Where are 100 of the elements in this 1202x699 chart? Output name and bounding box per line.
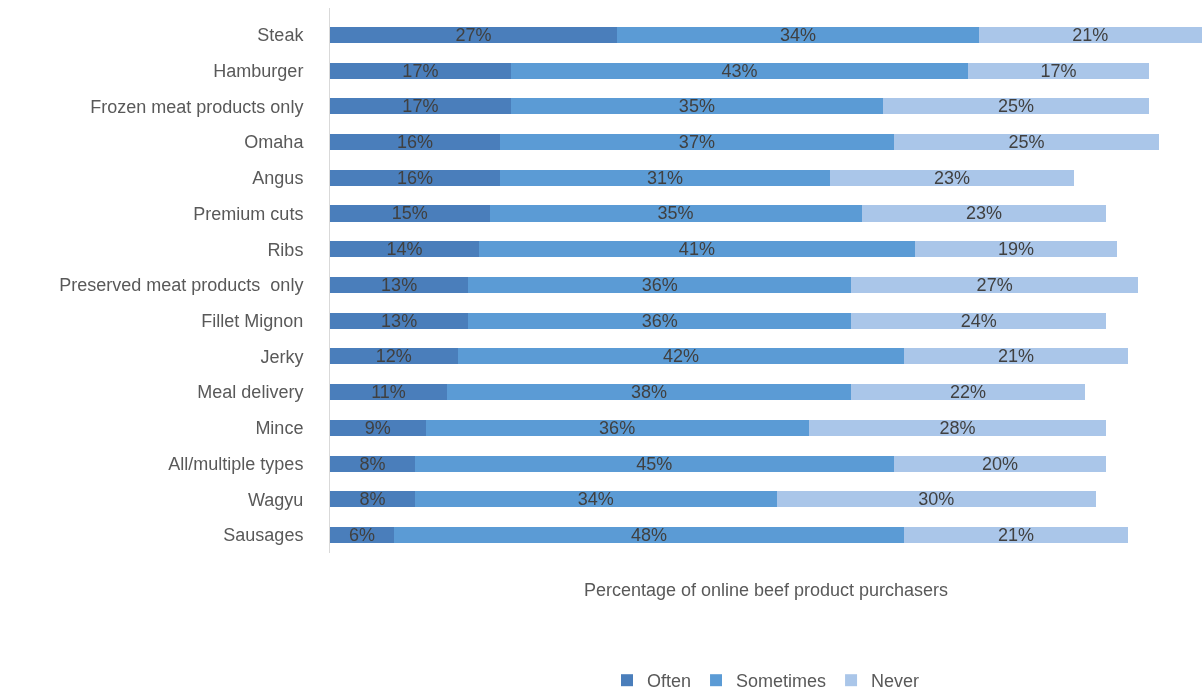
data-label: 48%	[631, 525, 668, 546]
bar	[425, 419, 809, 436]
bar	[415, 455, 894, 472]
data-label: 13%	[381, 310, 418, 331]
bar	[510, 62, 969, 79]
y-tick-label: Angus	[252, 168, 304, 189]
y-tick-label: Ribs	[267, 239, 304, 260]
bar	[851, 276, 1139, 294]
data-label: 36%	[641, 310, 678, 331]
bar	[489, 205, 862, 222]
bar	[893, 455, 1107, 472]
y-tick-label: Mince	[255, 418, 304, 439]
data-label: 17%	[1040, 60, 1077, 81]
bar	[829, 169, 1075, 186]
bar	[415, 491, 777, 508]
bar	[330, 241, 479, 258]
data-label: 43%	[721, 60, 758, 81]
bar	[968, 62, 1149, 79]
bar	[851, 384, 1086, 401]
bar	[330, 169, 501, 186]
bar	[330, 133, 501, 151]
data-label: 17%	[402, 96, 439, 117]
data-label: 25%	[1008, 132, 1045, 153]
y-tick-label: All/multiple types	[168, 453, 304, 474]
bar	[510, 98, 883, 115]
data-label: 24%	[960, 310, 997, 331]
bar	[904, 348, 1128, 365]
bar	[914, 241, 1117, 258]
data-label: 6%	[348, 525, 375, 546]
bar	[330, 98, 511, 115]
y-tick-label: Fillet Mignon	[201, 311, 304, 331]
data-label: 42%	[662, 346, 699, 367]
data-label: 27%	[455, 24, 492, 45]
y-tick-label: Premium cuts	[193, 203, 304, 224]
data-label: 23%	[934, 167, 971, 188]
bar	[861, 205, 1107, 222]
bar	[500, 133, 894, 151]
data-label: 45%	[636, 453, 673, 474]
bar	[393, 527, 905, 544]
y-tick-label: Steak	[257, 25, 305, 46]
data-label: 20%	[981, 453, 1018, 474]
data-label: 35%	[678, 96, 715, 117]
legend-label: Never	[871, 671, 920, 692]
y-tick-label: Sausages	[223, 525, 304, 546]
bar	[468, 312, 852, 329]
data-label: 25%	[997, 96, 1034, 117]
bar	[617, 26, 979, 43]
data-label: 16%	[397, 167, 434, 188]
bar	[457, 348, 905, 365]
legend-label: Often	[647, 671, 692, 692]
bar	[468, 276, 852, 294]
bar	[500, 169, 830, 186]
y-tick-label: Preserved meat products only	[59, 275, 304, 296]
bar	[882, 98, 1149, 115]
data-label: 34%	[577, 489, 614, 510]
data-label: 8%	[359, 489, 386, 510]
data-label: 8%	[359, 453, 386, 474]
data-label: 15%	[391, 203, 428, 224]
data-label: 38%	[631, 382, 668, 403]
bar	[478, 241, 915, 258]
y-tick-label: Meal delivery	[197, 382, 304, 403]
data-label: 27%	[976, 274, 1013, 295]
bar	[978, 26, 1202, 43]
data-label: 14%	[386, 239, 423, 260]
data-label: 16%	[397, 132, 434, 153]
data-label: 30%	[918, 489, 955, 510]
data-label: 28%	[939, 417, 976, 438]
data-label: 17%	[402, 60, 439, 81]
data-label: 35%	[657, 203, 694, 224]
y-tick-label: Frozen meat products only	[90, 96, 304, 117]
y-tick-label: Jerky	[260, 346, 304, 367]
data-label: 13%	[381, 274, 418, 295]
data-label: 23%	[965, 203, 1003, 224]
data-label: 37%	[678, 132, 715, 153]
bar	[330, 205, 490, 222]
data-label: 41%	[678, 239, 715, 260]
bar	[330, 26, 618, 43]
data-label: 12%	[375, 346, 412, 367]
data-label: 11%	[371, 382, 406, 403]
data-label: 22%	[950, 382, 987, 403]
data-label: 21%	[1072, 24, 1109, 45]
data-label: 31%	[646, 167, 683, 188]
data-label: 19%	[997, 239, 1034, 260]
x-axis-title: Percentage of online beef product purchasers	[583, 580, 949, 601]
data-label: 36%	[641, 274, 678, 295]
y-tick-label: Hamburger	[213, 60, 304, 81]
y-tick-label: Wagyu	[248, 489, 304, 510]
data-label: 21%	[997, 525, 1034, 546]
data-label: 36%	[599, 417, 636, 438]
bar	[808, 419, 1107, 436]
data-label: 9%	[364, 417, 391, 438]
bar	[776, 491, 1096, 508]
bar	[893, 133, 1160, 151]
bar	[330, 62, 511, 79]
legend-label: Sometimes	[736, 671, 827, 692]
data-label: 21%	[997, 346, 1034, 367]
y-tick-label: Omaha	[244, 132, 305, 153]
data-label: 34%	[779, 24, 816, 45]
bar	[904, 527, 1128, 544]
bar	[446, 384, 852, 401]
